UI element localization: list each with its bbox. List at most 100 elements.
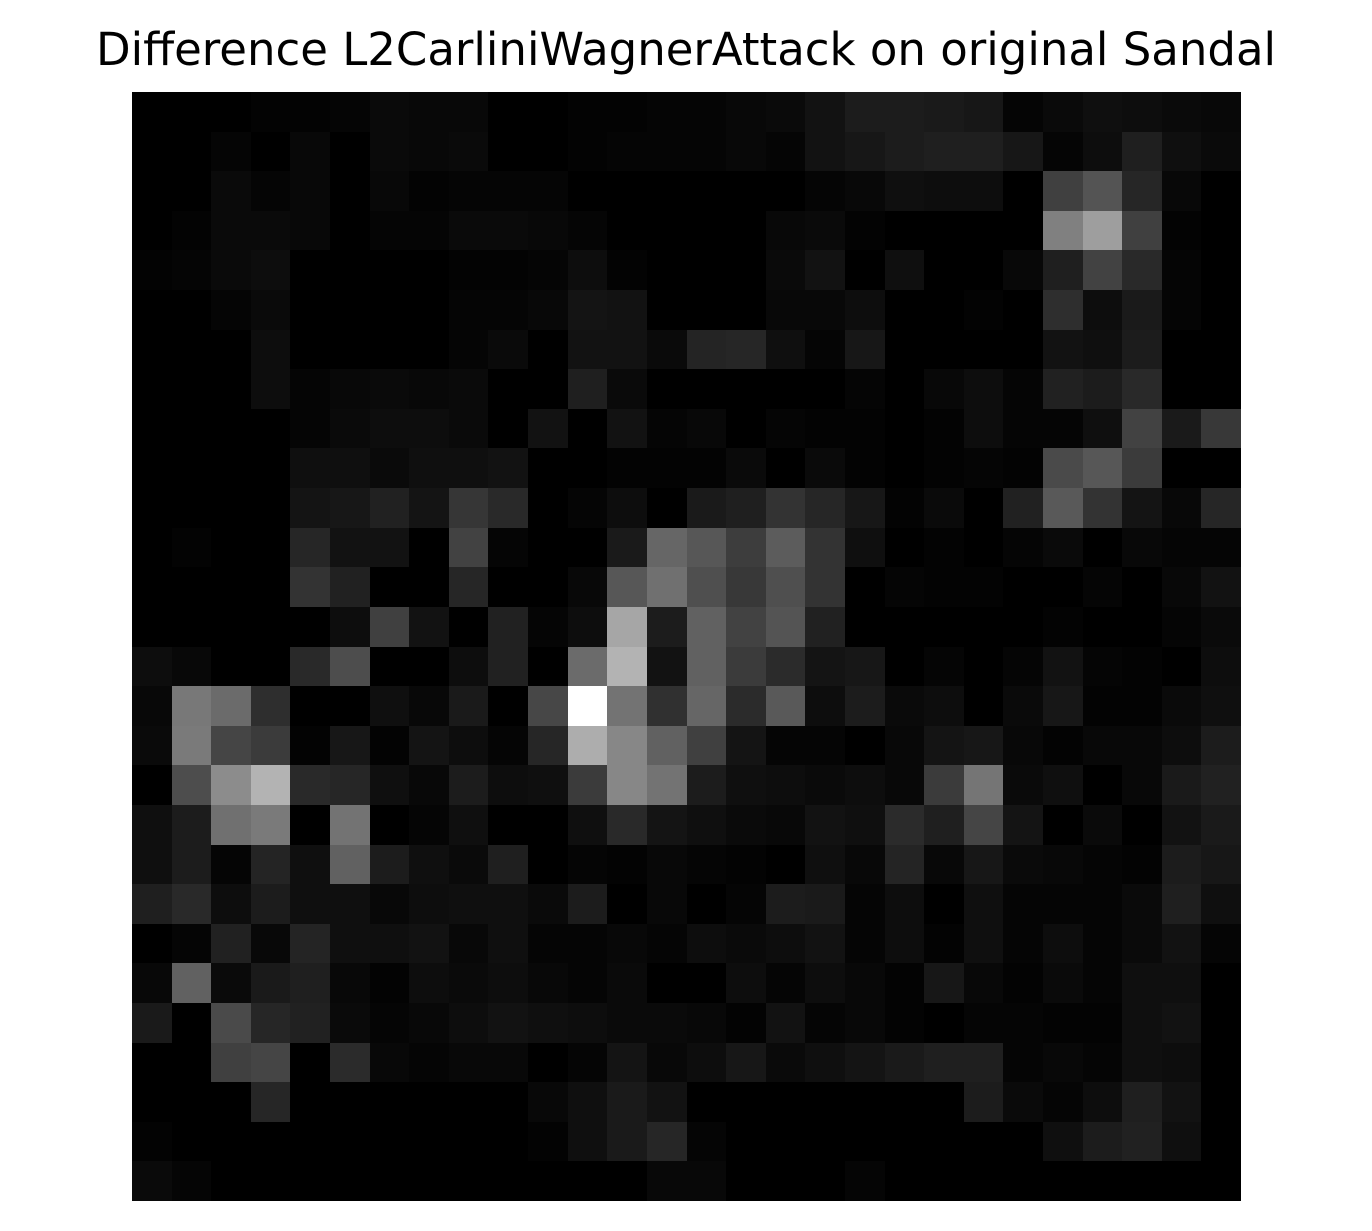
heatmap-cell	[1003, 607, 1043, 647]
heatmap-cell	[488, 1122, 528, 1161]
heatmap-cell	[647, 448, 687, 488]
heatmap-cell	[1043, 171, 1083, 211]
heatmap-cell	[766, 765, 805, 805]
heatmap-cell	[1043, 567, 1083, 607]
heatmap-cell	[805, 92, 845, 132]
heatmap-cell	[845, 92, 885, 132]
heatmap-cell	[805, 963, 845, 1003]
heatmap-cell	[488, 250, 528, 290]
heatmap-cell	[528, 884, 568, 924]
heatmap-cell	[172, 250, 211, 290]
heatmap-cell	[805, 726, 845, 765]
heatmap-cell	[1122, 1122, 1162, 1161]
heatmap-cell	[1122, 1003, 1162, 1043]
heatmap-cell	[528, 1003, 568, 1043]
heatmap-cell	[330, 92, 370, 132]
heatmap-cell	[1003, 1122, 1043, 1161]
heatmap-cell	[132, 845, 172, 884]
heatmap-cell	[290, 1003, 330, 1043]
heatmap-cell	[687, 1043, 726, 1082]
heatmap-cell	[290, 726, 330, 765]
heatmap-cell	[885, 765, 924, 805]
heatmap-cell	[1201, 607, 1241, 647]
heatmap-cell	[1043, 1122, 1083, 1161]
heatmap-cell	[132, 686, 172, 726]
heatmap-cell	[1122, 1082, 1162, 1122]
heatmap-cell	[409, 805, 449, 845]
heatmap-cell	[924, 1043, 964, 1082]
heatmap-cell	[1083, 1082, 1122, 1122]
heatmap-cell	[1043, 132, 1083, 171]
heatmap-cell	[172, 1161, 211, 1201]
heatmap-cell	[964, 1003, 1003, 1043]
heatmap-cell	[132, 924, 172, 963]
heatmap-cell	[1201, 924, 1241, 963]
heatmap-cell	[1201, 448, 1241, 488]
heatmap-cell	[528, 845, 568, 884]
heatmap-cell	[885, 845, 924, 884]
heatmap-cell	[488, 924, 528, 963]
heatmap-cell	[528, 448, 568, 488]
heatmap-cell	[172, 92, 211, 132]
heatmap-cell	[568, 448, 607, 488]
heatmap-cell	[132, 448, 172, 488]
heatmap-cell	[1083, 330, 1122, 369]
heatmap-cell	[805, 1161, 845, 1201]
heatmap-cell	[1003, 1003, 1043, 1043]
heatmap-cell	[726, 567, 766, 607]
heatmap-cell	[1201, 963, 1241, 1003]
heatmap-cell	[687, 805, 726, 845]
heatmap-cell	[290, 92, 330, 132]
heatmap-cell	[845, 1082, 885, 1122]
heatmap-cell	[251, 290, 290, 330]
heatmap-cell	[330, 488, 370, 528]
heatmap-cell	[845, 805, 885, 845]
heatmap-cell	[885, 726, 924, 765]
heatmap-cell	[290, 132, 330, 171]
heatmap-cell	[687, 171, 726, 211]
heatmap-cell	[805, 171, 845, 211]
heatmap-cell	[1162, 171, 1201, 211]
heatmap-cell	[647, 567, 687, 607]
heatmap-cell	[845, 132, 885, 171]
heatmap-cell	[132, 488, 172, 528]
heatmap-cell	[766, 488, 805, 528]
heatmap-cell	[924, 528, 964, 567]
heatmap-cell	[805, 1082, 845, 1122]
heatmap-cell	[924, 132, 964, 171]
heatmap-cell	[1003, 528, 1043, 567]
heatmap-cell	[1162, 409, 1201, 448]
heatmap-cell	[885, 448, 924, 488]
heatmap-cell	[449, 726, 488, 765]
heatmap-cell	[330, 528, 370, 567]
heatmap-cell	[1122, 330, 1162, 369]
heatmap-cell	[528, 211, 568, 250]
heatmap-cell	[1162, 369, 1201, 409]
heatmap-cell	[607, 805, 647, 845]
heatmap-cell	[172, 132, 211, 171]
heatmap-cell	[409, 250, 449, 290]
heatmap-cell	[1122, 647, 1162, 686]
heatmap-cell	[726, 686, 766, 726]
heatmap-cell	[449, 528, 488, 567]
heatmap-cell	[964, 845, 1003, 884]
heatmap-cell	[132, 211, 172, 250]
heatmap-cell	[726, 765, 766, 805]
heatmap-cell	[924, 330, 964, 369]
heatmap-cell	[449, 1161, 488, 1201]
heatmap-cell	[1201, 369, 1241, 409]
heatmap-cell	[845, 924, 885, 963]
heatmap-cell	[687, 765, 726, 805]
heatmap-cell	[1162, 290, 1201, 330]
heatmap-cell	[1201, 726, 1241, 765]
heatmap-cell	[211, 1161, 251, 1201]
heatmap-cell	[290, 963, 330, 1003]
heatmap-cell	[766, 805, 805, 845]
heatmap-cell	[528, 171, 568, 211]
heatmap-cell	[370, 528, 409, 567]
heatmap-cell	[488, 448, 528, 488]
heatmap-cell	[885, 607, 924, 647]
heatmap-cell	[687, 211, 726, 250]
heatmap-cell	[766, 92, 805, 132]
heatmap-cell	[132, 1161, 172, 1201]
